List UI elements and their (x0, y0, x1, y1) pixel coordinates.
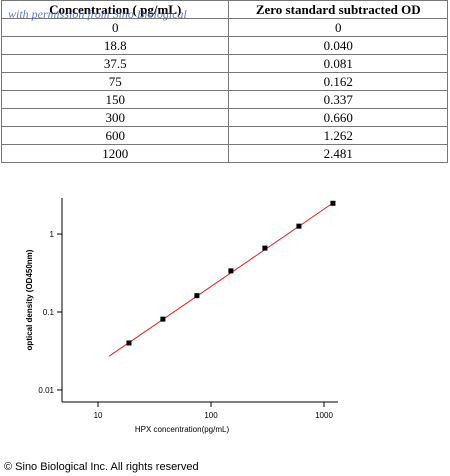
table-cell: 0.040 (228, 36, 448, 55)
table-row: 600 1.262 (0, 126, 448, 145)
data-point (296, 223, 302, 229)
data-point (228, 268, 234, 274)
data-point (262, 245, 268, 251)
footer: © Sino Biological Inc. All rights reserv… (4, 461, 199, 473)
x-axis-label: HPX concentration(pg/mL) (135, 425, 230, 434)
table-cell: 0.162 (228, 72, 448, 91)
table-cell: 2.481 (228, 144, 448, 163)
table-row: 37.5 0.081 (0, 54, 448, 73)
watermark: with permission from Sino Biological (8, 7, 187, 21)
data-table: Concentration ( pg/mL) Zero standard subt… (0, 0, 448, 163)
table-cell: 150 (0, 90, 230, 109)
table-cell: 18.8 (0, 36, 230, 55)
x-tick-label: 10 (94, 411, 103, 420)
table-cell: 75 (0, 72, 230, 91)
table-cell: 300 (0, 108, 230, 127)
table-cell: 1.262 (228, 126, 448, 145)
data-point (194, 293, 200, 299)
table-cell: 0.660 (228, 108, 448, 127)
table-cell: 0.081 (228, 54, 448, 73)
table-row: 75 0.162 (0, 72, 448, 91)
data-point (160, 316, 166, 322)
table-cell: 1200 (0, 144, 230, 163)
table-cell: 0.337 (228, 90, 448, 109)
chart: HPX concentration(pg/mL) optical density… (25, 198, 338, 434)
table-cell: 0 (228, 18, 448, 37)
table-row: 1200 2.481 (0, 144, 448, 163)
x-tick-label: 1000 (315, 411, 333, 420)
x-tick-label: 100 (204, 411, 218, 420)
y-tick-label: 0.1 (43, 308, 55, 317)
table-cell: 37.5 (0, 54, 230, 73)
y-axis-label: optical density (OD450nm) (25, 249, 34, 350)
table-row: 150 0.337 (0, 90, 448, 109)
y-tick-label: 0.01 (38, 386, 54, 395)
data-point (330, 200, 336, 206)
fit-line (108, 202, 334, 357)
y-tick-label: 1 (50, 230, 55, 239)
table-row: 18.8 0.040 (0, 36, 448, 55)
table-row: 300 0.660 (0, 108, 448, 127)
data-point (126, 340, 132, 346)
table-cell: 600 (0, 126, 230, 145)
header-cell: Zero standard subtracted OD (228, 0, 448, 19)
